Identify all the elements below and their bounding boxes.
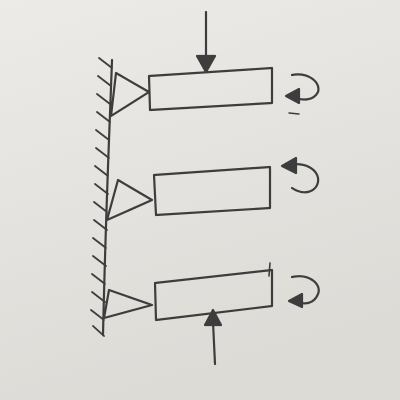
pencil-ink bbox=[90, 10, 320, 366]
moment-arrow-top-tick bbox=[288, 112, 300, 115]
beam-bottom-overdraw bbox=[268, 262, 271, 277]
downward-load-arrow bbox=[195, 10, 217, 74]
moment-arrow-top-head bbox=[284, 87, 301, 105]
moment-arrow-bottom-head bbox=[287, 292, 304, 309]
beam-bottom bbox=[153, 268, 274, 322]
moment-arrow-middle-curve bbox=[284, 163, 320, 194]
wall-line bbox=[101, 58, 114, 337]
fixed-wall bbox=[90, 57, 114, 337]
support-triangle-top bbox=[109, 71, 151, 118]
moment-arrow-middle-head bbox=[280, 156, 298, 175]
support-triangle-bottom bbox=[102, 288, 154, 320]
upward-load-arrow bbox=[203, 308, 223, 366]
beam-middle bbox=[152, 165, 272, 217]
moment-arrow-middle bbox=[280, 156, 320, 194]
downward-load-head bbox=[195, 54, 217, 74]
upward-load-shaft bbox=[211, 320, 217, 366]
support-triangle-middle bbox=[105, 178, 154, 222]
upward-load-head bbox=[203, 308, 223, 327]
moment-arrow-bottom bbox=[287, 275, 320, 309]
moment-arrow-top bbox=[284, 73, 320, 115]
beam-top bbox=[147, 66, 274, 112]
wall-hatching bbox=[90, 57, 113, 337]
moment-arrow-top-curve bbox=[288, 73, 320, 101]
